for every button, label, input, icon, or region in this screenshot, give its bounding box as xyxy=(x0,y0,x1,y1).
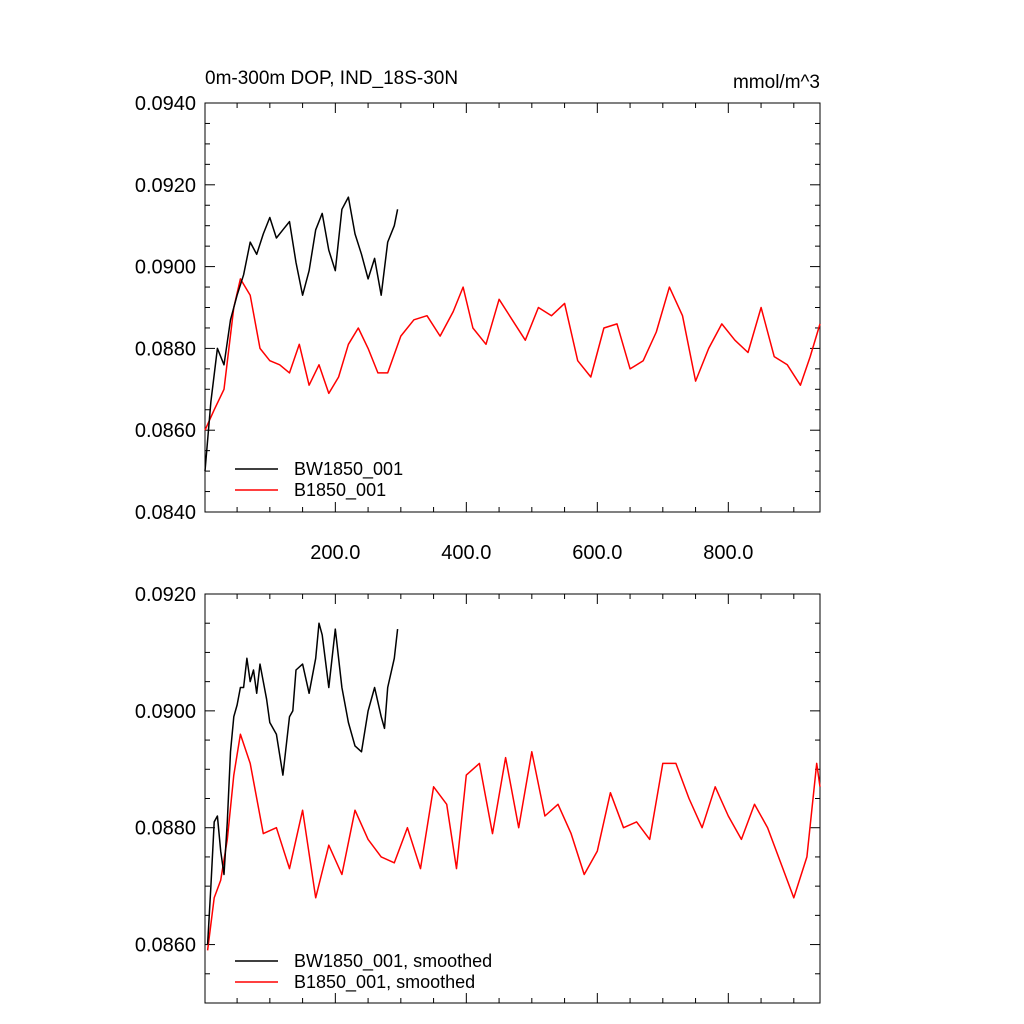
y-tick-label: 0.0920 xyxy=(135,175,196,197)
y-tick-label: 0.0840 xyxy=(135,502,196,524)
top-legend: BW1850_001 B1850_001 xyxy=(235,459,403,501)
top-plot-frame xyxy=(204,102,821,513)
bottom-axis-ticks: 0.0860 0.0880 0.0900 0.0920 xyxy=(135,584,820,1004)
y-tick-label: 0.0880 xyxy=(135,818,196,840)
x-tick-label: 200.0 xyxy=(310,542,360,564)
y-tick-label: 0.0900 xyxy=(135,701,196,723)
bottom-series-group xyxy=(206,622,821,951)
legend-label-b1850-smoothed: B1850_001, smoothed xyxy=(294,972,475,993)
bottom-panel: 0.0860 0.0880 0.0900 0.0920 BW1850_001, smo… xyxy=(135,584,821,1004)
y-tick-label: 0.0880 xyxy=(135,338,196,360)
chart-title: 0m-300m DOP, IND_18S-30N xyxy=(205,68,458,89)
legend-label-bw1850: BW1850_001 xyxy=(294,459,403,480)
bottom-legend: BW1850_001, smoothed B1850_001, smoothed xyxy=(235,951,492,993)
y-tick-label: 0.0860 xyxy=(135,420,196,442)
series-line-bw1850-001 xyxy=(204,196,399,472)
top-panel: 0m-300m DOP, IND_18S-30N mmol/m^3 0.0840… xyxy=(135,68,821,564)
top-series-group xyxy=(204,196,821,472)
legend-label-bw1850-smoothed: BW1850_001, smoothed xyxy=(294,951,492,972)
units-label: mmol/m^3 xyxy=(733,72,820,93)
x-tick-label: 800.0 xyxy=(703,542,753,564)
series-line-b1850-001 xyxy=(204,278,821,431)
series-line-b1850-001-smoothed xyxy=(206,733,821,951)
legend-label-b1850: B1850_001 xyxy=(294,480,386,501)
x-tick-label: 400.0 xyxy=(441,542,491,564)
top-axis-ticks: 0.0840 0.0860 0.0880 0.0900 0.0920 0.0940 200.… xyxy=(135,93,820,564)
y-tick-label: 0.0940 xyxy=(135,93,196,115)
x-tick-label: 600.0 xyxy=(572,542,622,564)
y-tick-label: 0.0860 xyxy=(135,935,196,957)
y-tick-label: 0.0920 xyxy=(135,584,196,606)
y-tick-label: 0.0900 xyxy=(135,257,196,279)
series-line-bw1850-001-smoothed xyxy=(206,622,399,945)
